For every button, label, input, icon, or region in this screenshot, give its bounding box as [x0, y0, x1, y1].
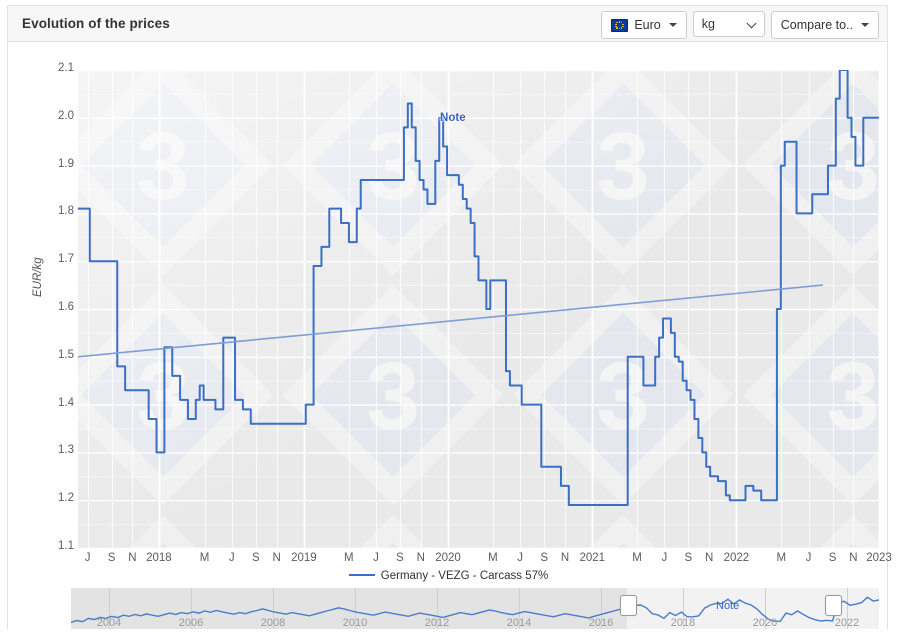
y-axis-tick: 1.9 — [58, 157, 74, 170]
compare-to-button-label: Compare to.. — [780, 18, 853, 32]
x-axis-tick: S — [828, 552, 837, 564]
x-axis-tick: 2022 — [723, 552, 750, 564]
note-annotation[interactable]: Note — [440, 111, 466, 124]
x-axis-tick: N — [705, 552, 714, 564]
x-axis-tick: S — [540, 552, 549, 564]
y-axis-tick: 1.7 — [58, 253, 74, 266]
x-axis-tick: N — [416, 552, 425, 564]
x-axis-tick: 2021 — [579, 552, 606, 564]
series-lines — [78, 70, 879, 506]
y-axis-tick: 1.5 — [58, 348, 74, 361]
x-axis-tick: N — [272, 552, 281, 564]
y-axis-tick: 1.2 — [58, 492, 74, 505]
x-axis-tick: N — [849, 552, 858, 564]
plot-area[interactable]: 3 Note — [78, 70, 879, 548]
y-axis-tick: 2.0 — [58, 109, 74, 122]
unit-select-wrapper: kg — [692, 11, 765, 39]
currency-button-label: Euro — [634, 18, 661, 32]
x-axis-tick: J — [805, 552, 812, 564]
x-axis-tick: M — [632, 552, 642, 564]
caret-down-icon — [861, 23, 869, 27]
legend-swatch — [348, 573, 375, 576]
x-axis-tick: 2019 — [291, 552, 317, 564]
y-axis-tick: 1.3 — [58, 444, 74, 457]
x-axis-tick: J — [84, 552, 91, 564]
x-axis-tick: J — [373, 552, 379, 564]
y-axis-tick: 1.6 — [58, 301, 74, 313]
x-axis-tick: 2023 — [866, 552, 892, 564]
trend-line — [78, 284, 824, 358]
navigator-left-handle[interactable] — [620, 595, 637, 616]
compare-to-button[interactable]: Compare to.. — [770, 11, 879, 39]
chart-body: EUR/kg 1.1 1.2 1.3 1.4 1.5 1.6 1.7 1.8 1.9 2.0 2.1… — [7, 42, 892, 587]
x-axis-tick: S — [684, 552, 693, 564]
x-axis-tick: N — [560, 552, 570, 564]
navigator-year-label: 2022 — [834, 617, 860, 629]
x-axis-tick: J — [517, 552, 524, 564]
bottom-strip — [0, 629, 897, 632]
navigator-year-label: 2018 — [670, 617, 696, 629]
y-axis-tick: 2.1 — [58, 62, 74, 74]
caret-down-icon — [668, 23, 677, 27]
x-axis-tick: M — [776, 552, 787, 564]
navigator-year-label: 2004 — [96, 617, 122, 629]
navigator-series — [71, 588, 879, 629]
eu-flag-icon — [611, 18, 629, 32]
x-axis-tick: N — [128, 552, 137, 564]
legend-label: Germany - VEZG - Carcass 57% — [380, 570, 549, 582]
unit-select[interactable]: kg — [692, 11, 765, 37]
header-controls: Euro kg Compare to.. — [601, 11, 879, 39]
y-axis-tick: 1.4 — [58, 396, 74, 409]
navigator-year-label: 2016 — [588, 617, 614, 629]
x-axis-tick: M — [199, 552, 210, 564]
x-axis-tick: 2018 — [146, 552, 172, 564]
x-axis-tick: S — [251, 552, 260, 564]
navigator-note-label: Note — [716, 600, 740, 612]
navigator-year-label: 2010 — [342, 617, 368, 629]
navigator-right-handle[interactable] — [825, 595, 842, 616]
navigator[interactable]: 2004 2006 2008 2010 2012 2014 2016 2018 2020 2022… — [7, 587, 888, 631]
navigator-year-label: 2006 — [178, 617, 204, 629]
price-series-line — [78, 70, 879, 506]
x-axis-tick: 2020 — [435, 552, 461, 564]
x-axis-tick: J — [661, 552, 668, 564]
y-axis-tick: 1.1 — [58, 540, 74, 552]
plot-gridlines — [78, 70, 879, 548]
navigator-track[interactable]: 2004 2006 2008 2010 2012 2014 2016 2018 2020 2022… — [71, 588, 879, 629]
navigator-year-label: 2012 — [424, 617, 450, 629]
y-axis-tick: 1.8 — [58, 205, 74, 218]
x-axis-tick: M — [488, 552, 498, 564]
x-axis-tick: J — [228, 552, 235, 564]
panel-header: Evolution of the prices Euro — [7, 5, 888, 42]
y-axis-ticks: 1.1 1.2 1.3 1.4 1.5 1.6 1.7 1.8 1.9 2.0 2.1 — [30, 42, 74, 587]
currency-button[interactable]: Euro — [601, 11, 687, 39]
x-axis-tick: S — [107, 552, 116, 564]
navigator-year-label: 2008 — [260, 617, 286, 629]
navigator-year-labels: 2004 2006 2008 2010 2012 2014 2016 2018 2020 2022 — [71, 588, 879, 629]
x-axis-tick: S — [396, 552, 404, 564]
x-axis-tick: M — [343, 552, 354, 564]
page-title: Evolution of the prices — [22, 16, 170, 31]
x-axis-ticks: J S N 2018 M J S N 2019 M J S N 2020 M J S N 2021 M J S N 2022 M… — [78, 552, 892, 572]
navigator-year-label: 2014 — [506, 617, 532, 629]
navigator-year-label: 2020 — [752, 617, 778, 629]
chart-legend[interactable]: Germany - VEZG - Carcass 57% — [8, 570, 889, 582]
navigator-selected-range — [71, 588, 627, 629]
